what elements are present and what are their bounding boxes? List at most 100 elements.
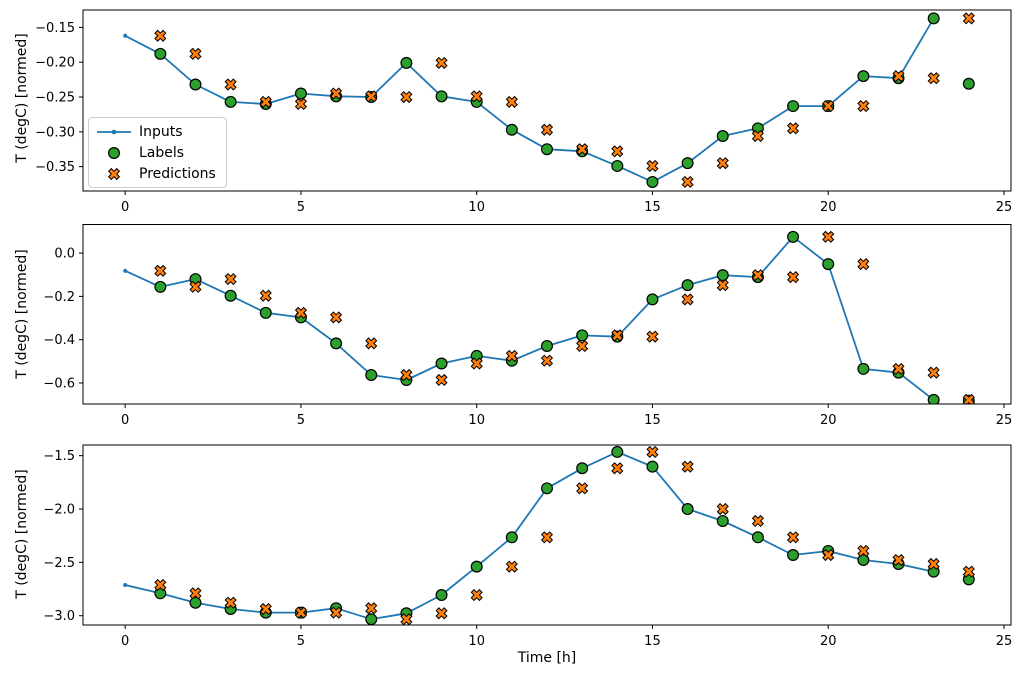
prediction-point [540,123,554,136]
prediction-point [822,230,835,243]
subplot-middle: 0 5 10 15 20 25 0.0 −0.2 −0.4 −0.6 [43,224,1013,428]
prediction-point [154,578,167,592]
x-tick-label: 25 [996,634,1013,649]
label-point [365,368,378,381]
prediction-point [154,29,167,42]
prediction-point [927,557,940,571]
x-tick-label: 0 [121,200,129,215]
y-tick-label: −0.4 [43,333,75,348]
series-group [123,230,975,404]
x-tick-label: 0 [121,413,129,428]
y-tick-label: −0.30 [35,125,75,140]
x-tick-label: 0 [121,634,129,649]
x-tick-label: 25 [996,413,1013,428]
label-point [962,77,975,90]
prediction-point [259,289,272,302]
label-point [189,78,202,91]
prediction-point [646,159,659,173]
legend-circle [108,146,121,159]
label-point [224,289,237,302]
inputs-line [124,17,935,183]
y-tick-label: −1.5 [43,449,75,464]
prediction-point [751,514,764,528]
subplot-top: 0 5 10 15 20 25 −0.15 −0.20 −0.25 −0.30 −0.35 [35,9,1012,215]
prediction-point [470,588,483,602]
label-point [540,339,553,352]
x-tick-label: 10 [468,634,485,649]
y-tick-label: −0.6 [43,376,75,391]
prediction-point [892,70,905,83]
input-point [123,582,128,587]
legend-item-labels: Labels [96,142,216,163]
axes-border [82,224,1012,405]
prediction-point [786,271,800,284]
y-axis-label-middle: T (degC) [normed] [14,249,30,379]
legend-label-labels: Labels [139,144,185,161]
prediction-point [681,460,694,473]
prediction-point [822,99,835,113]
label-point [435,589,448,602]
input-point [123,33,128,38]
prediction-point [576,482,589,495]
label-point [857,554,870,567]
prediction-point [927,72,940,85]
prediction-point [786,122,800,135]
legend-x [107,167,121,180]
y-tick-label: −3.0 [43,609,75,624]
label-point [857,362,870,375]
label-point [154,47,167,60]
prediction-point [505,349,518,363]
legend-item-inputs: Inputs [96,121,216,142]
label-point [751,531,764,544]
prediction-point [716,502,729,516]
prediction-point [259,602,272,616]
prediction-point [786,531,800,544]
subplot-bottom: 0 5 10 15 20 25 −1.5 −2.0 −2.5 −3.0 [43,444,1013,649]
prediction-point [716,157,729,170]
prediction-point [400,368,413,382]
label-point [716,269,729,282]
y-tick-label: −0.25 [35,91,75,106]
prediction-point [857,544,870,558]
prediction-point [294,97,308,111]
y-tick-label: −2.5 [43,556,75,571]
prediction-point [611,329,624,342]
label-point [576,462,589,475]
prediction-point [962,393,975,404]
prediction-point [435,56,448,69]
prediction-point [259,95,272,108]
label-point [330,337,343,350]
prediction-point [154,264,167,277]
prediction-point [822,548,835,562]
legend-line-dot [111,129,117,134]
label-point [787,100,800,113]
prediction-point [435,373,448,387]
prediction-point [365,337,378,350]
prediction-point [224,596,237,609]
axes-border [82,444,1012,626]
prediction-point [400,90,413,104]
prediction-point [505,560,518,573]
prediction-point [751,269,764,282]
y-tick-label: 0.0 [54,247,75,262]
prediction-point [576,143,589,156]
label-point [822,258,835,271]
prediction-point [751,129,764,143]
prediction-point [611,462,624,475]
x-tick-label: 5 [297,634,305,649]
prediction-point [646,330,659,343]
legend-label-inputs: Inputs [139,123,183,140]
label-point [576,329,589,342]
prediction-point [962,12,975,25]
prediction-point [927,366,940,379]
x-tick-label: 20 [820,634,837,649]
prediction-point [611,145,624,158]
label-point [857,70,870,83]
prediction-point [189,280,202,293]
prediction-point [681,293,694,306]
prediction-point [470,90,483,103]
x-tick-label: 10 [468,413,485,428]
legend-label-predictions: Predictions [139,165,216,182]
label-point [435,357,448,370]
